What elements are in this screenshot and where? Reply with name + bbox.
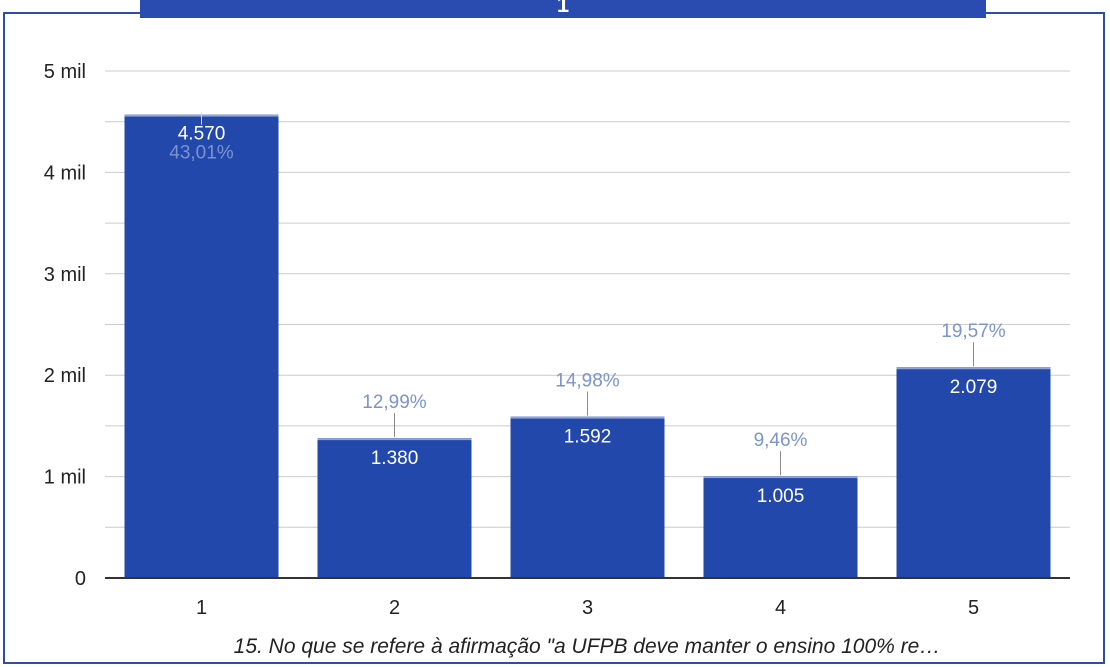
bar <box>124 114 279 579</box>
y-tick-label: 5 mil <box>44 61 86 83</box>
chart-title-banner: 1 <box>140 0 986 18</box>
bar-percent-label: 9,46% <box>754 430 808 451</box>
y-tick-label: 2 mil <box>44 365 86 387</box>
x-tick-label: 5 <box>968 597 979 619</box>
y-tick-label: 1 mil <box>44 467 86 489</box>
bar-value-label: 1.005 <box>757 486 805 507</box>
bar-percent-label: 19,57% <box>941 321 1006 342</box>
bar-value-label: 1.380 <box>371 448 419 469</box>
bar <box>510 416 665 578</box>
bar <box>317 438 472 578</box>
chart-title: 1 <box>556 0 570 17</box>
bar-percent-label: 14,98% <box>555 371 620 392</box>
x-axis-title: 15. No que se refere à afirmação "a UFPB… <box>234 635 941 658</box>
x-tick-label: 1 <box>196 597 207 619</box>
y-tick-label: 3 mil <box>44 264 86 286</box>
y-tick-label: 4 mil <box>44 162 86 184</box>
x-tick-label: 2 <box>389 597 400 619</box>
x-tick-label: 3 <box>582 597 593 619</box>
y-tick-label: 0 <box>75 568 86 590</box>
bar <box>896 367 1051 578</box>
bar-value-label: 1.592 <box>564 427 612 448</box>
x-tick-label: 4 <box>775 597 786 619</box>
bar-percent-label: 12,99% <box>362 392 427 413</box>
bar-percent-label: 43,01% <box>169 143 234 164</box>
bar-value-label: 4.570 <box>178 124 226 145</box>
bar-value-label: 2.079 <box>950 377 998 398</box>
bar <box>703 476 858 578</box>
